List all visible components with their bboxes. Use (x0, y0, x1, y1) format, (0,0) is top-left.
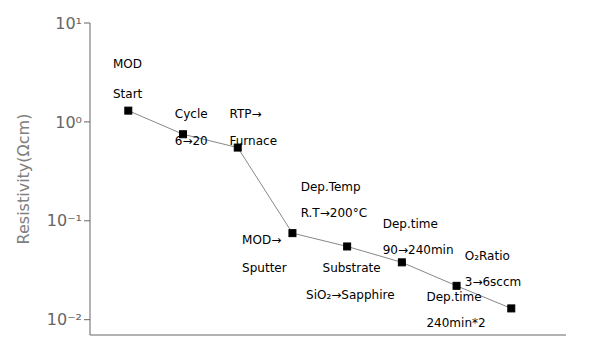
svg-text:MOD→: MOD→ (242, 233, 281, 247)
svg-text:R.T→200°C: R.T→200°C (301, 206, 367, 220)
svg-text:Start: Start (113, 87, 143, 101)
svg-text:RTP→: RTP→ (230, 107, 262, 121)
svg-text:Resistivity(Ωcm): Resistivity(Ωcm) (14, 114, 33, 245)
svg-text:240min*2: 240min*2 (426, 316, 485, 330)
svg-text:Substrate: Substrate (323, 261, 381, 275)
svg-text:Dep.Temp: Dep.Temp (301, 180, 361, 194)
svg-text:Sputter: Sputter (242, 261, 287, 275)
svg-text:MOD: MOD (113, 57, 142, 71)
svg-text:Dep.time: Dep.time (426, 290, 481, 304)
svg-text:10⁰: 10⁰ (55, 113, 82, 132)
svg-text:Cycle: Cycle (175, 107, 208, 121)
svg-text:3→6sccm: 3→6sccm (465, 275, 521, 289)
svg-text:Furnace: Furnace (230, 134, 278, 148)
svg-text:SiO₂→Sapphire: SiO₂→Sapphire (306, 288, 394, 302)
svg-text:O₂Ratio: O₂Ratio (465, 249, 510, 263)
svg-text:6→20: 6→20 (175, 134, 208, 148)
svg-text:Dep.time: Dep.time (383, 217, 438, 231)
svg-text:90→240min: 90→240min (383, 243, 454, 257)
svg-text:10⁻¹: 10⁻¹ (47, 211, 82, 230)
svg-text:10¹: 10¹ (55, 14, 82, 33)
svg-text:10⁻²: 10⁻² (47, 310, 82, 329)
